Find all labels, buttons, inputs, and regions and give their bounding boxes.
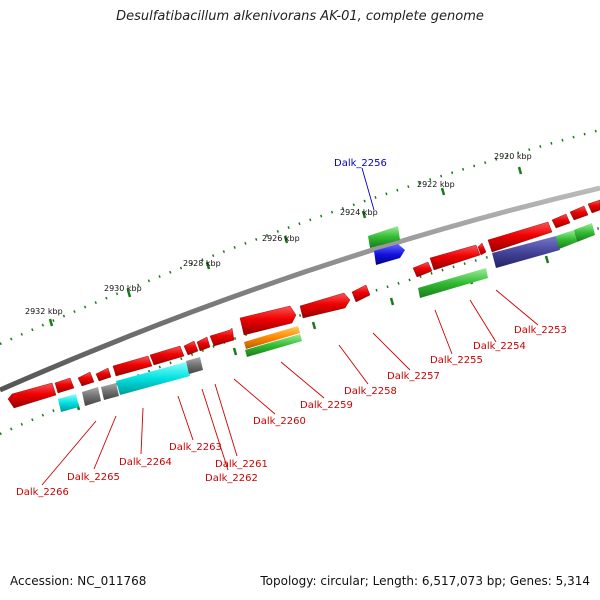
kbp-label-2926: 2926 kbp — [262, 234, 300, 243]
kbp-label-2932: 2932 kbp — [25, 307, 63, 316]
gene-arrow[interactable] — [54, 377, 75, 394]
gene-arrow[interactable] — [196, 336, 211, 352]
kbp-label-2924: 2924 kbp — [340, 208, 378, 217]
kbp-labels: 2920 kbp 2922 kbp 2924 kbp 2926 kbp 2928… — [25, 152, 532, 316]
gene-arrow[interactable] — [183, 340, 199, 356]
kbp-label-2922: 2922 kbp — [417, 180, 455, 189]
reverse-strand-genes — [7, 244, 481, 409]
gene-label-dalk-2262[interactable]: Dalk_2262 — [205, 473, 258, 484]
gray-feature[interactable] — [101, 383, 119, 400]
gene-arrow[interactable] — [477, 242, 487, 256]
gene-label-dalk-2258[interactable]: Dalk_2258 — [344, 386, 397, 397]
gene-arrow[interactable] — [149, 345, 185, 366]
gene-label-dalk-2261[interactable]: Dalk_2261 — [215, 459, 268, 470]
cyan-feature[interactable] — [58, 394, 79, 412]
genome-backbone — [0, 185, 600, 393]
gray-feature[interactable] — [186, 357, 203, 374]
gene-arrow[interactable] — [569, 205, 589, 221]
gene-arrow[interactable] — [209, 327, 235, 347]
green-feature[interactable] — [418, 268, 488, 298]
gene-arrow[interactable] — [299, 292, 351, 319]
gene-label-dalk-2256[interactable]: Dalk_2256 — [334, 158, 387, 169]
green-feature[interactable] — [368, 226, 400, 248]
cyan-feature[interactable] — [116, 362, 190, 395]
green-feature[interactable] — [245, 334, 302, 357]
gray-feature[interactable] — [82, 387, 101, 406]
green-feature[interactable] — [556, 230, 577, 249]
gene-label-dalk-2259[interactable]: Dalk_2259 — [300, 400, 353, 411]
gene-label-dalk-2263[interactable]: Dalk_2263 — [169, 442, 222, 453]
gene-arrow[interactable] — [77, 371, 95, 387]
kbp-label-2928: 2928 kbp — [183, 259, 221, 268]
orange-feature[interactable] — [244, 326, 300, 349]
gene-arrow[interactable] — [487, 221, 553, 253]
callout-lines — [41, 167, 539, 486]
gene-label-dalk-2253[interactable]: Dalk_2253 — [514, 325, 567, 336]
kbp-label-2930: 2930 kbp — [104, 284, 142, 293]
forward-strand-genes — [209, 199, 600, 347]
gene-arrow[interactable] — [7, 382, 57, 409]
kbp-label-2920: 2920 kbp — [494, 152, 532, 161]
gene-arrow[interactable] — [239, 305, 297, 336]
accession-text: Accession: NC_011768 — [10, 574, 147, 588]
gene-arrow[interactable] — [351, 284, 371, 303]
outer-tick-track — [0, 128, 600, 346]
gene-arrow[interactable] — [95, 367, 112, 382]
other-features — [58, 223, 595, 412]
gene-label-dalk-2265[interactable]: Dalk_2265 — [67, 472, 120, 483]
gene-label-dalk-2264[interactable]: Dalk_2264 — [119, 457, 172, 468]
gene-label-dalk-2266[interactable]: Dalk_2266 — [16, 487, 69, 498]
gene-arrow[interactable] — [429, 244, 481, 271]
genome-title: Desulfatibacillum alkenivorans AK-01, co… — [116, 9, 484, 24]
gene-arrow[interactable] — [551, 213, 571, 229]
gene-labels: Dalk_2253 Dalk_2254 Dalk_2255 Dalk_2256 … — [16, 158, 567, 498]
gene-label-dalk-2254[interactable]: Dalk_2254 — [473, 341, 526, 352]
slate-feature[interactable] — [492, 236, 560, 268]
outer-major-ticks — [48, 166, 523, 327]
blue-feature[interactable] — [374, 244, 405, 265]
gene-arrow[interactable] — [112, 355, 153, 377]
gene-label-dalk-2260[interactable]: Dalk_2260 — [253, 416, 306, 427]
gene-label-dalk-2257[interactable]: Dalk_2257 — [387, 371, 440, 382]
gene-arrow[interactable] — [587, 199, 600, 214]
green-feature[interactable] — [574, 223, 595, 242]
topology-text: Topology: circular; Length: 6,517,073 bp… — [260, 574, 590, 588]
gene-arrow[interactable] — [412, 261, 433, 278]
gene-label-dalk-2255[interactable]: Dalk_2255 — [430, 355, 483, 366]
